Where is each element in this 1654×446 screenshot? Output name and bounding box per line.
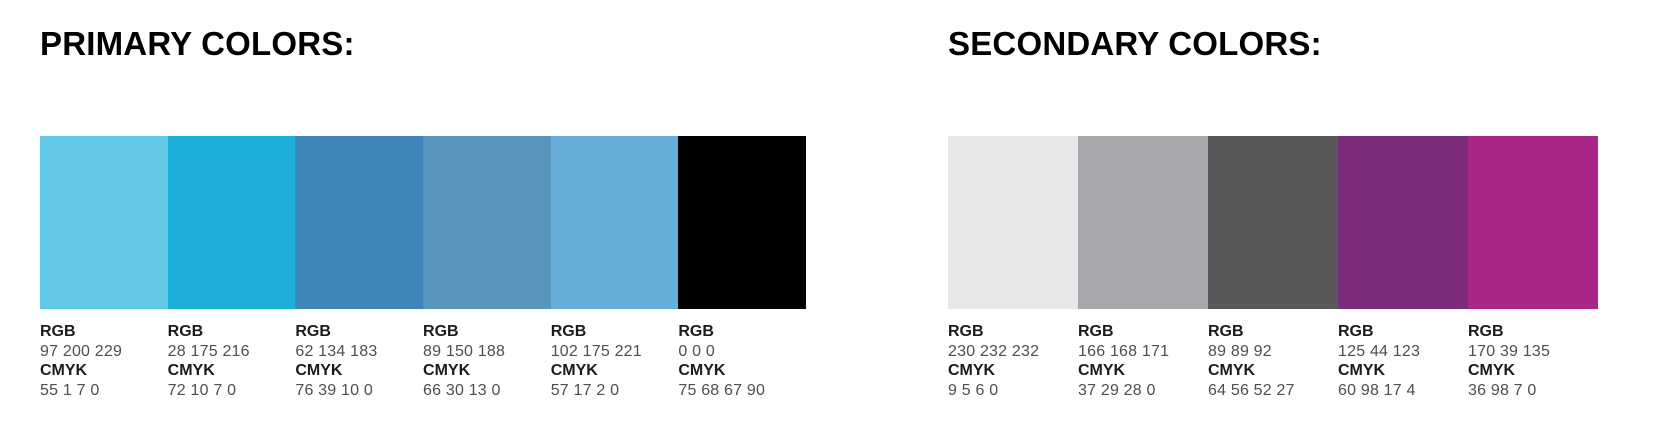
swatch-value-column: RGB 230 232 232 CMYK 9 5 6 0: [948, 322, 1078, 400]
secondary-swatch-labels-row: RGB 230 232 232 CMYK 9 5 6 0 RGB 166 168…: [948, 322, 1598, 400]
swatch-value-column: RGB 0 0 0 CMYK 75 68 67 90: [678, 322, 806, 400]
color-swatch: [1208, 136, 1338, 309]
cmyk-label: CMYK: [678, 362, 726, 379]
rgb-value: 89 150 188: [423, 342, 506, 360]
cmyk-label: CMYK: [1338, 362, 1386, 379]
color-swatch: [550, 136, 679, 309]
rgb-value: 62 134 183: [295, 342, 378, 360]
rgb-label: RGB: [1468, 323, 1504, 340]
rgb-value: 170 39 135: [1468, 342, 1551, 360]
primary-section-title: PRIMARY COLORS:: [40, 25, 355, 62]
cmyk-value: 72 10 7 0: [167, 381, 237, 399]
primary-swatch-labels-row: RGB 97 200 229 CMYK 55 1 7 0 RGB 28 175 …: [40, 322, 806, 400]
swatch-value-column: RGB 125 44 123 CMYK 60 98 17 4: [1338, 322, 1468, 400]
swatch-value-column: RGB 166 168 171 CMYK 37 29 28 0: [1078, 322, 1208, 400]
swatch-value-column: RGB 28 175 216 CMYK 72 10 7 0: [168, 322, 296, 400]
swatch-value-column: RGB 97 200 229 CMYK 55 1 7 0: [40, 322, 168, 400]
cmyk-label: CMYK: [1468, 362, 1516, 379]
swatch-value-column: RGB 102 175 221 CMYK 57 17 2 0: [551, 322, 679, 400]
cmyk-value: 64 56 52 27: [1208, 381, 1295, 399]
color-swatch: [678, 136, 807, 309]
cmyk-value: 36 98 7 0: [1468, 381, 1537, 399]
swatch-value-column: RGB 89 150 188 CMYK 66 30 13 0: [423, 322, 551, 400]
color-swatch: [948, 136, 1078, 309]
secondary-section-title: SECONDARY COLORS:: [948, 25, 1322, 62]
primary-colors-section: PRIMARY COLORS: RGB 97 200 229 CMYK 55 1…: [40, 0, 807, 446]
cmyk-label: CMYK: [550, 362, 598, 379]
cmyk-value: 76 39 10 0: [295, 381, 373, 399]
cmyk-label: CMYK: [423, 362, 471, 379]
rgb-value: 166 168 171: [1078, 342, 1170, 360]
rgb-label: RGB: [167, 323, 204, 340]
secondary-colors-section: SECONDARY COLORS: RGB 230 232 232 CMYK 9…: [948, 0, 1598, 446]
cmyk-label: CMYK: [40, 362, 88, 379]
cmyk-value: 75 68 67 90: [678, 381, 766, 399]
color-swatch: [40, 136, 168, 309]
color-swatch: [423, 136, 551, 309]
cmyk-label: CMYK: [948, 362, 996, 379]
rgb-value: 230 232 232: [948, 342, 1040, 360]
color-swatch: [1468, 136, 1598, 309]
rgb-value: 102 175 221: [550, 342, 642, 360]
swatch-value-column: RGB 170 39 135 CMYK 36 98 7 0: [1468, 322, 1598, 400]
cmyk-label: CMYK: [295, 362, 343, 379]
rgb-label: RGB: [678, 323, 714, 340]
rgb-label: RGB: [1208, 323, 1244, 340]
rgb-label: RGB: [550, 323, 587, 340]
color-swatch: [295, 136, 424, 309]
rgb-label: RGB: [948, 323, 984, 340]
cmyk-label: CMYK: [1208, 362, 1256, 379]
cmyk-value: 57 17 2 0: [550, 381, 620, 399]
secondary-swatch-band: [948, 136, 1598, 309]
color-swatch: [1338, 136, 1468, 309]
rgb-value: 89 89 92: [1208, 342, 1272, 360]
primary-swatch-band: [40, 136, 807, 309]
rgb-value: 28 175 216: [167, 342, 250, 360]
rgb-label: RGB: [1338, 323, 1374, 340]
cmyk-value: 55 1 7 0: [40, 381, 100, 399]
cmyk-value: 66 30 13 0: [423, 381, 501, 399]
cmyk-label: CMYK: [167, 362, 215, 379]
rgb-value: 97 200 229: [40, 342, 123, 360]
rgb-label: RGB: [1078, 323, 1114, 340]
cmyk-label: CMYK: [1078, 362, 1126, 379]
rgb-label: RGB: [40, 323, 76, 340]
rgb-value: 0 0 0: [678, 342, 715, 360]
swatch-value-column: RGB 62 134 183 CMYK 76 39 10 0: [295, 322, 423, 400]
color-swatch: [167, 136, 296, 309]
swatch-value-column: RGB 89 89 92 CMYK 64 56 52 27: [1208, 322, 1338, 400]
cmyk-value: 9 5 6 0: [948, 381, 999, 399]
rgb-label: RGB: [423, 323, 459, 340]
rgb-value: 125 44 123: [1338, 342, 1421, 360]
cmyk-value: 37 29 28 0: [1078, 381, 1156, 399]
cmyk-value: 60 98 17 4: [1338, 381, 1416, 399]
color-swatch: [1078, 136, 1208, 309]
rgb-label: RGB: [295, 323, 331, 340]
